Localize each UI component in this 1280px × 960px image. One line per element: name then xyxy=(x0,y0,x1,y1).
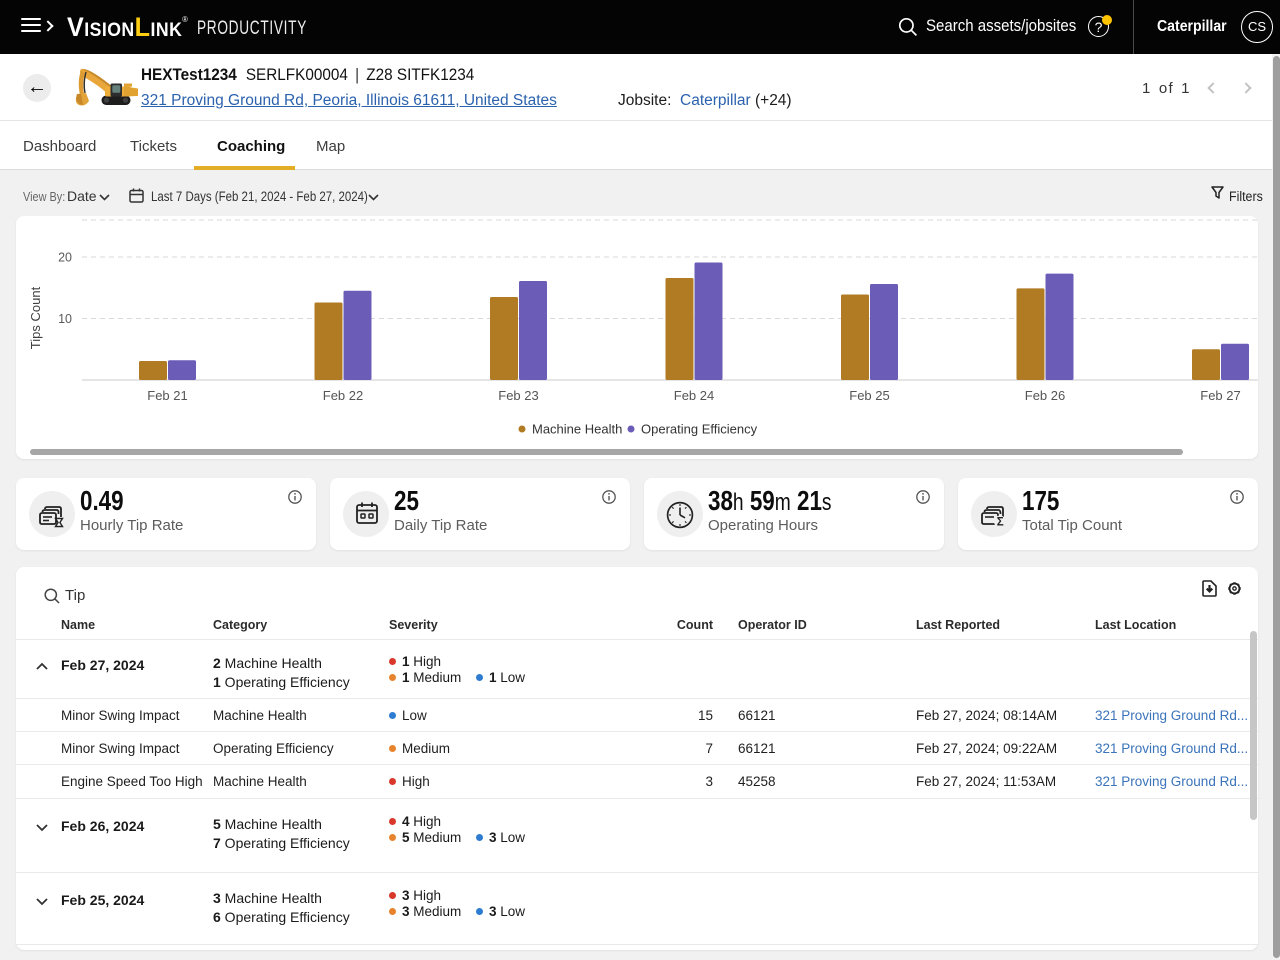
svg-text:Feb 23: Feb 23 xyxy=(498,388,538,403)
svg-text:Feb 21: Feb 21 xyxy=(147,388,187,403)
svg-text:Σ: Σ xyxy=(997,517,1004,528)
svg-text:Operating Efficiency: Operating Efficiency xyxy=(641,422,758,437)
svg-text:Machine Health: Machine Health xyxy=(532,422,622,437)
svg-text:Feb 25: Feb 25 xyxy=(849,388,889,403)
svg-text:10: 10 xyxy=(58,312,72,326)
svg-text:Feb 24: Feb 24 xyxy=(674,388,714,403)
svg-text:20: 20 xyxy=(58,251,72,265)
svg-text:Feb 22: Feb 22 xyxy=(323,388,363,403)
svg-text:Feb 26: Feb 26 xyxy=(1025,388,1065,403)
svg-text:Feb 27: Feb 27 xyxy=(1200,388,1240,403)
svg-text:Tips Count: Tips Count xyxy=(28,286,43,349)
